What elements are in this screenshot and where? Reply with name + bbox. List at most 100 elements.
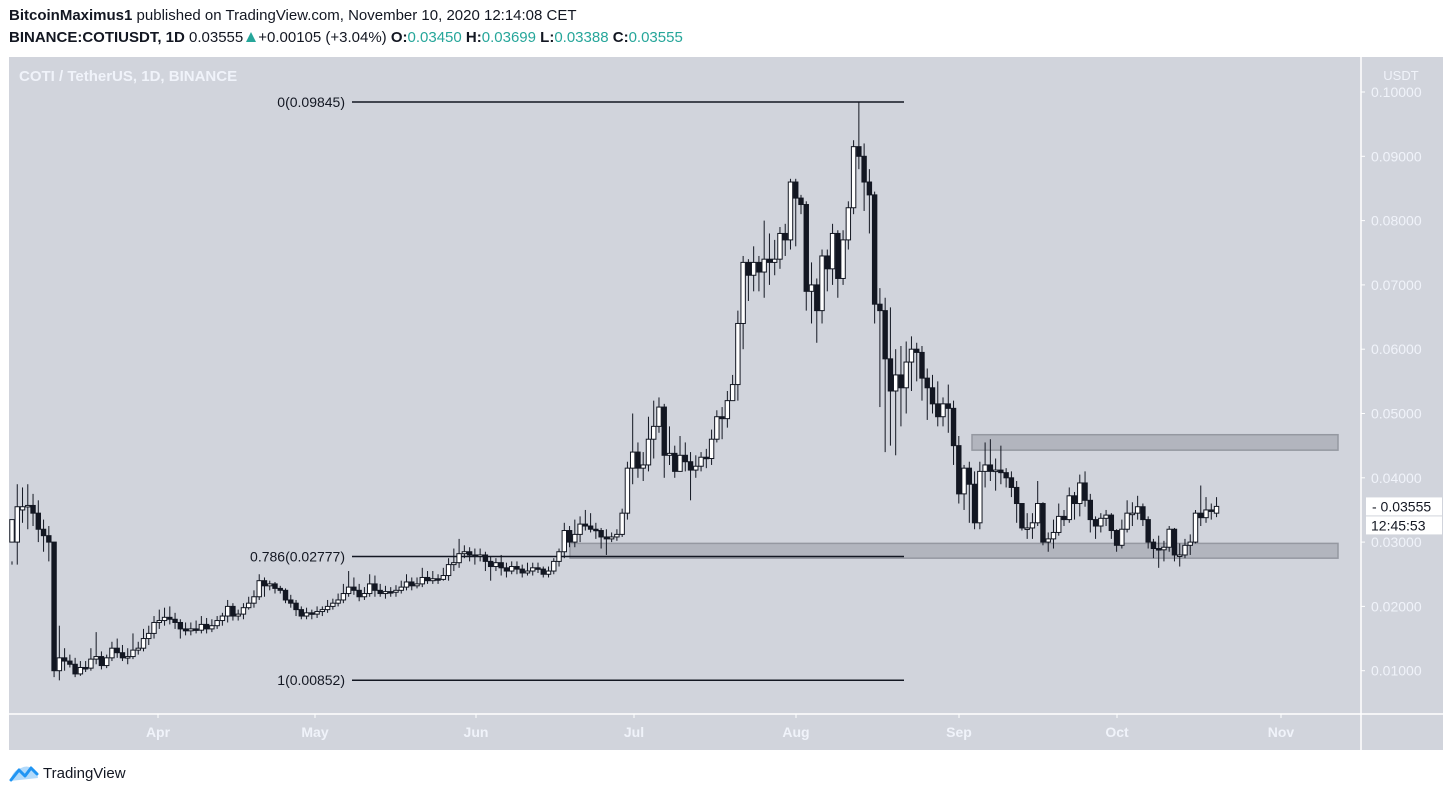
- candle-up: [614, 533, 620, 538]
- candle-up: [1166, 528, 1172, 548]
- candle-down: [1208, 509, 1214, 512]
- open-value: 0.03450: [407, 29, 462, 46]
- candle-up: [729, 384, 736, 402]
- candle-up: [382, 591, 389, 595]
- author-name[interactable]: BitcoinMaximus1: [9, 7, 133, 24]
- candle-down: [514, 566, 520, 570]
- countdown-label: 12:45:53: [1371, 517, 1426, 533]
- candle-up: [109, 647, 115, 659]
- candle-up: [656, 406, 662, 427]
- candle-down: [503, 567, 510, 572]
- candle-down: [182, 628, 189, 632]
- candle-up: [808, 284, 815, 292]
- candle-up: [1035, 503, 1041, 524]
- candle-up: [251, 596, 257, 604]
- fib-level-label: 0.786(0.02777): [250, 548, 345, 564]
- candle-down: [1113, 530, 1120, 546]
- price-tick-label: 0.03000: [1371, 534, 1422, 550]
- candle-up: [1203, 509, 1209, 519]
- candle-up: [1098, 517, 1104, 527]
- candle-down: [745, 261, 752, 276]
- candle-up: [1177, 554, 1183, 557]
- candle-up: [340, 593, 347, 601]
- publish-info: BitcoinMaximus1 published on TradingView…: [9, 7, 577, 24]
- candle-up: [624, 467, 631, 514]
- footer-brand[interactable]: TradingView: [9, 764, 126, 782]
- candle-up: [188, 628, 194, 632]
- candle-down: [835, 232, 841, 279]
- candle-down: [98, 656, 105, 667]
- candle-up: [819, 255, 825, 312]
- candle-up: [1029, 522, 1036, 529]
- candle-up: [829, 232, 836, 270]
- candle-up: [324, 605, 331, 611]
- candle-up: [140, 638, 147, 649]
- candle-down: [703, 456, 710, 460]
- fib-level-label: 0(0.09845): [277, 94, 345, 110]
- candle-down: [1008, 477, 1015, 488]
- candle-down: [882, 310, 888, 360]
- candle-down: [51, 541, 57, 672]
- candle-down: [1061, 515, 1067, 521]
- candle-up: [267, 583, 273, 587]
- candle-down: [261, 580, 268, 587]
- candle-down: [40, 528, 47, 537]
- last-price: 0.03555: [184, 29, 244, 46]
- high-label: H:: [465, 29, 482, 46]
- candle-up: [735, 322, 741, 386]
- resistance-zone[interactable]: [971, 433, 1339, 451]
- candle-up: [1213, 505, 1220, 514]
- candle-down: [82, 666, 89, 670]
- candle-up: [509, 566, 515, 572]
- price-tick-label: 0.05000: [1371, 406, 1422, 422]
- candle-down: [72, 663, 78, 675]
- candle-up: [982, 464, 988, 472]
- candle-down: [887, 358, 894, 392]
- candle-down: [987, 464, 994, 472]
- candle-up: [366, 583, 373, 595]
- time-tick-label: Jul: [624, 724, 644, 740]
- candle-up: [1134, 506, 1141, 514]
- candle-up: [961, 467, 967, 495]
- candle-down: [898, 374, 904, 389]
- candle-down: [424, 576, 431, 582]
- candle-up: [440, 575, 447, 580]
- candle-up: [493, 562, 499, 568]
- candle-up: [125, 656, 131, 659]
- candle-down: [593, 528, 599, 532]
- candle-up: [256, 580, 262, 598]
- support-zone[interactable]: [569, 542, 1339, 559]
- candle-down: [966, 467, 973, 485]
- candle-up: [693, 465, 699, 471]
- candle-up: [56, 657, 63, 672]
- candle-up: [130, 649, 136, 658]
- candle-up: [977, 470, 983, 524]
- candle-up: [940, 403, 946, 418]
- candlestick-plot[interactable]: 0(0.09845)0.786(0.02777)1(0.00852)USDT0.…: [9, 57, 1443, 750]
- candle-up: [619, 512, 625, 535]
- candle-up: [161, 616, 168, 622]
- candle-up: [93, 656, 99, 660]
- candle-up: [777, 232, 783, 260]
- candle-down: [1108, 514, 1115, 532]
- candle-down: [998, 469, 1004, 474]
- price-tick-label: 0.06000: [1371, 341, 1422, 357]
- candle-up: [330, 602, 336, 607]
- candle-up: [698, 456, 704, 467]
- candle-down: [1155, 548, 1162, 551]
- candle-down: [956, 445, 962, 495]
- close-value: 0.03555: [628, 29, 683, 46]
- candle-up: [850, 146, 857, 209]
- candle-down: [167, 616, 173, 620]
- candle-up: [403, 581, 410, 588]
- candle-up: [992, 469, 999, 473]
- candle-down: [288, 599, 294, 604]
- chart-panel[interactable]: 0(0.09845) 0.786(0.02777) 1(0.00852) USDT 0.…: [9, 57, 1443, 750]
- candle-down: [1013, 486, 1020, 505]
- candle-up: [19, 506, 26, 511]
- candle-down: [293, 602, 299, 611]
- candle-up: [1161, 546, 1167, 551]
- candle-down: [351, 586, 357, 591]
- candle-up: [246, 602, 252, 609]
- candle-up: [430, 578, 436, 582]
